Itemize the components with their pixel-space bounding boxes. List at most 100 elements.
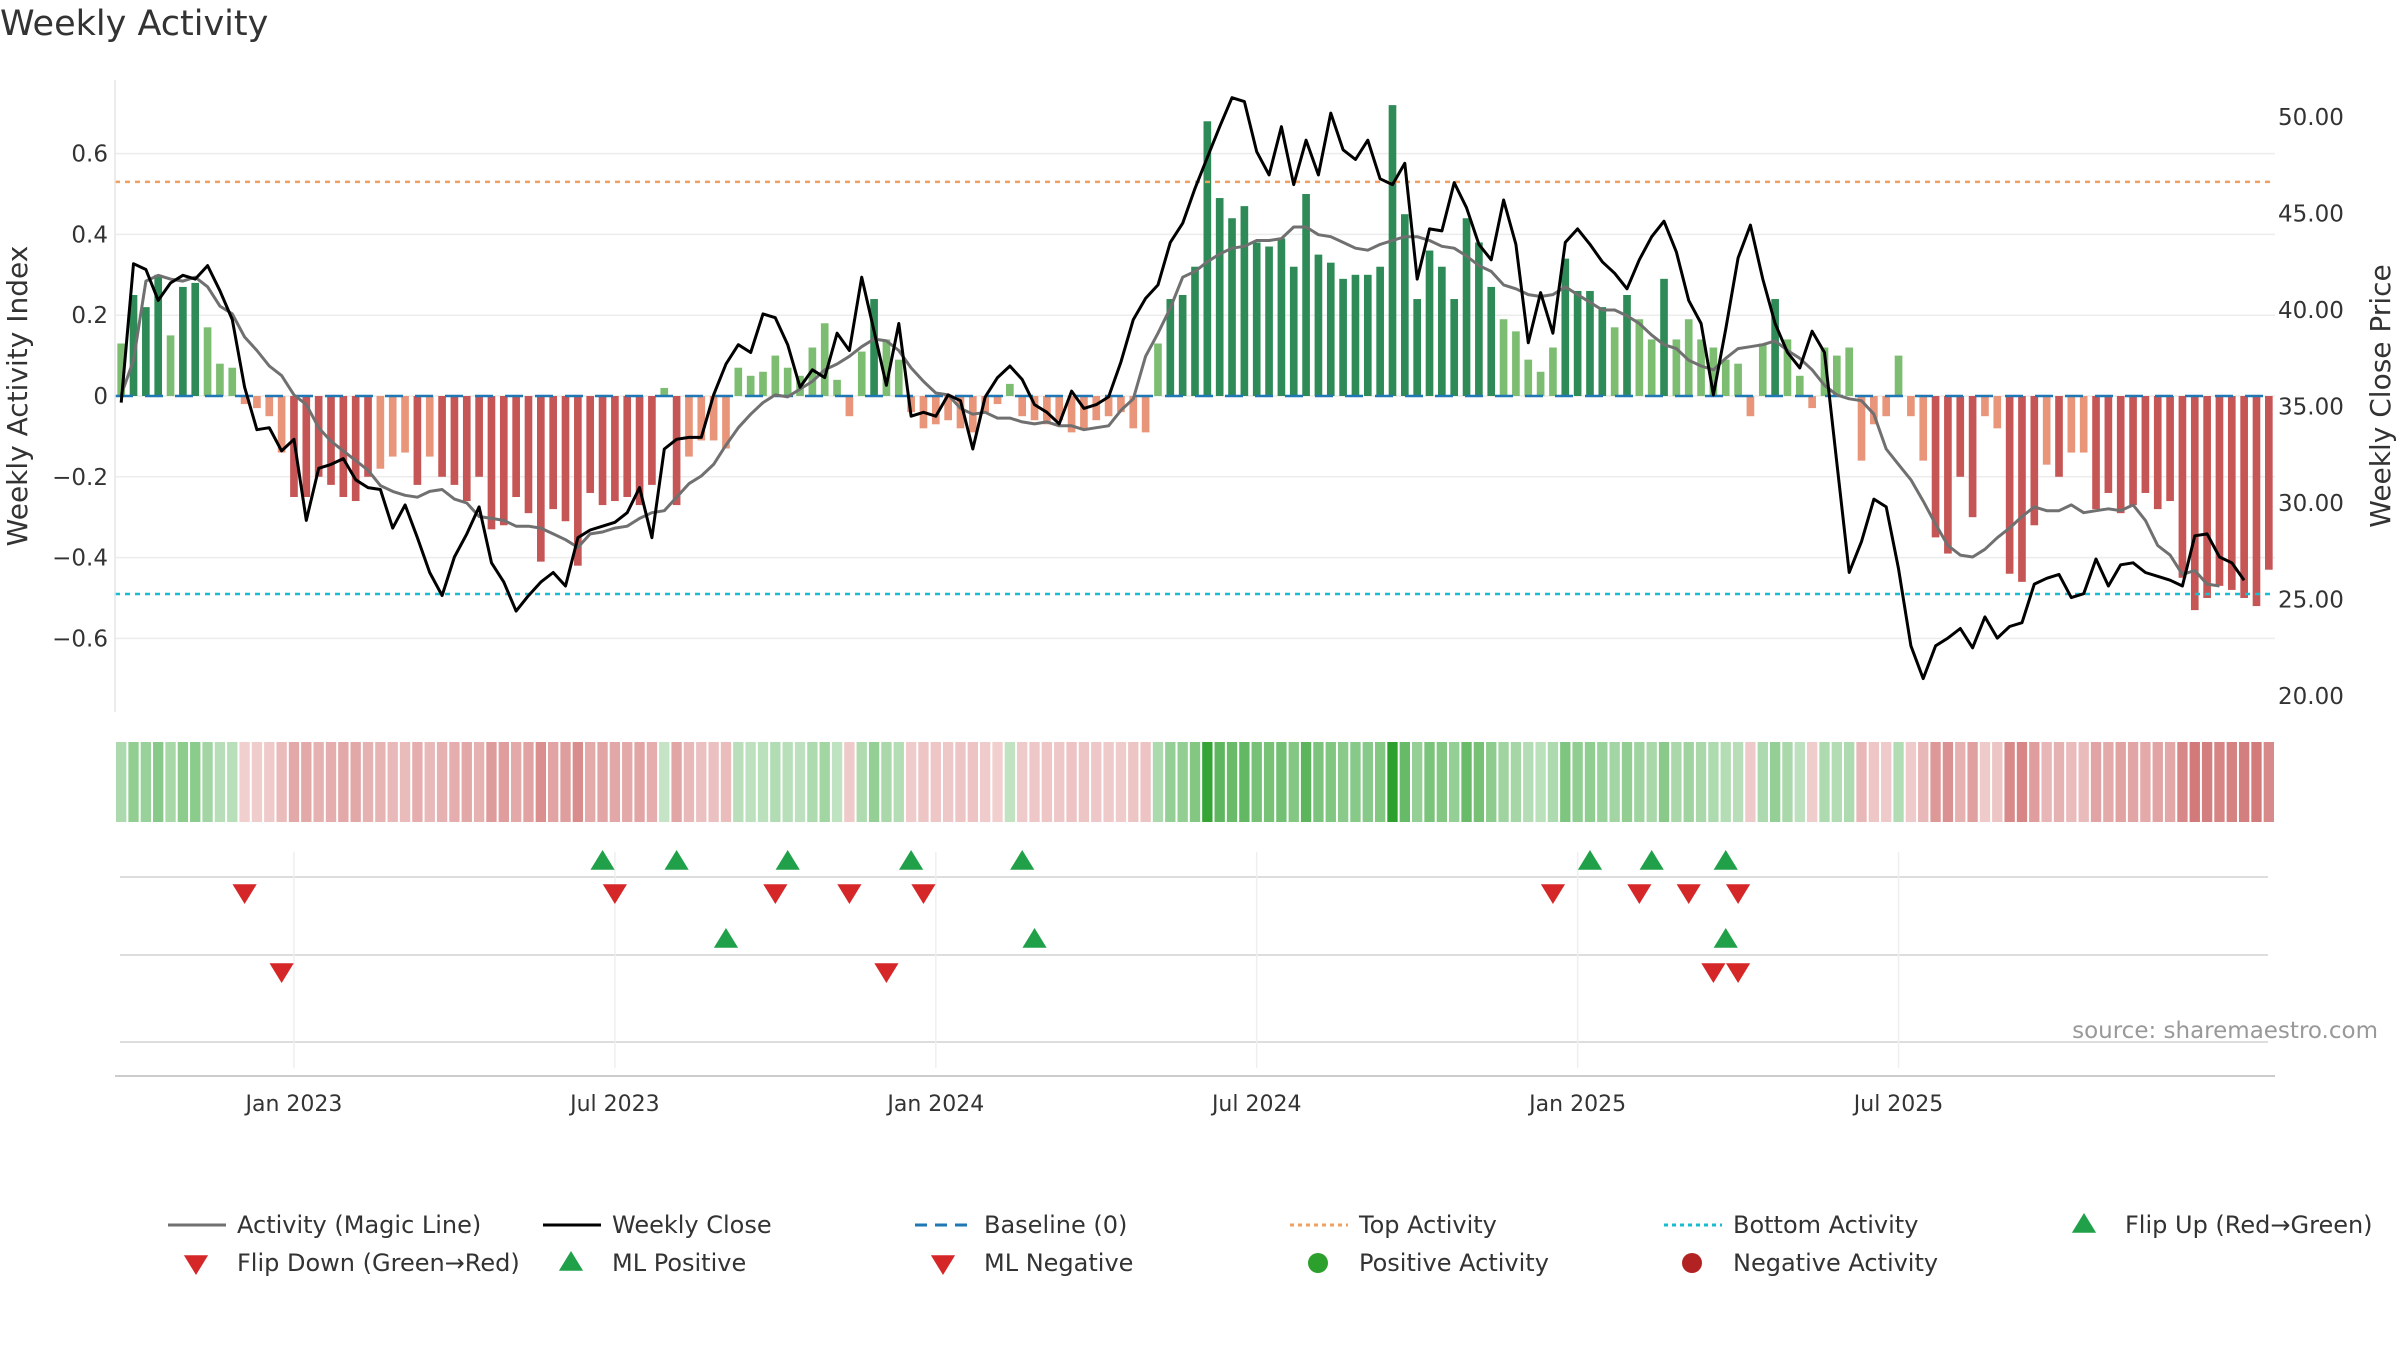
legend-item: ML Positive [558, 1249, 746, 1277]
activity-bar [1240, 206, 1249, 396]
y2-tick-label: 35.00 [2278, 395, 2344, 421]
heat-cell [1881, 742, 1892, 822]
heat-cell [1930, 742, 1941, 822]
activity-bar [1993, 396, 2002, 429]
heat-cell [1288, 742, 1299, 822]
heat-cell [1621, 742, 1633, 822]
activity-bar [1746, 396, 1755, 417]
heat-cell [2041, 742, 2052, 822]
heat-cell [1103, 742, 1114, 822]
activity-bar [216, 363, 224, 396]
heat-cell [659, 742, 670, 822]
activity-bar [956, 396, 965, 429]
activity-bar [1598, 307, 1607, 396]
heat-cell [1300, 742, 1312, 822]
flip-up-marker [1639, 850, 1664, 870]
activity-bar [870, 299, 878, 396]
heat-cell [1806, 742, 1818, 822]
activity-bar [1252, 242, 1261, 396]
y2-tick-label: 40.00 [2278, 298, 2344, 324]
heat-cell [597, 742, 608, 822]
y-tick-label: −0.6 [52, 626, 108, 652]
weekly-close-line [119, 96, 2246, 681]
activity-bar [1401, 214, 1409, 396]
legend-label: Flip Down (Green→Red) [237, 1249, 520, 1277]
activity-bar [1314, 254, 1323, 396]
y2-tick-label: 45.00 [2278, 202, 2344, 228]
activity-bar [1067, 396, 1076, 433]
legend-label: ML Positive [612, 1249, 746, 1277]
heat-cell [1449, 742, 1460, 822]
activity-bar [1660, 278, 1668, 396]
heat-cell [2066, 742, 2077, 822]
activity-bar [1734, 363, 1742, 396]
heat-cell [2078, 742, 2089, 822]
legend-item: Flip Down (Green→Red) [183, 1249, 520, 1277]
heat-cell [1214, 742, 1225, 822]
y2-axis-label: Weekly Close Price [2364, 264, 2397, 527]
activity-bar [1512, 331, 1520, 396]
activity-bar [537, 396, 545, 562]
activity-bar [1857, 396, 1866, 461]
heat-cell [548, 742, 559, 822]
heat-cell [535, 742, 546, 822]
activity-bar [1956, 396, 1965, 477]
heat-cell [498, 742, 509, 822]
heat-cell [1757, 742, 1768, 822]
heat-cell [1461, 742, 1472, 822]
heat-cell [1955, 742, 1966, 822]
heat-cell [1091, 742, 1102, 822]
activity-bar [462, 396, 471, 502]
heat-cell [1251, 742, 1262, 822]
activity-bar [2018, 396, 2026, 582]
heat-cell [1695, 742, 1707, 822]
heat-cell [1374, 742, 1386, 822]
activity-bar [1117, 396, 1125, 413]
activity-bar [1462, 218, 1471, 396]
flip-up-marker [899, 850, 924, 870]
ml-negative-marker [1701, 963, 1726, 983]
x-tick-label: Jan 2025 [1527, 1092, 1626, 1117]
activity-bar [2227, 396, 2236, 590]
heat-cell [1017, 742, 1028, 822]
activity-bar [179, 286, 187, 396]
activity-bar [1672, 339, 1681, 396]
heat-cell [1819, 742, 1830, 822]
legend-item: Baseline (0) [915, 1211, 1127, 1239]
activity-bar [2265, 396, 2273, 570]
heat-cell [2103, 742, 2114, 822]
heat-cell [1560, 742, 1571, 822]
activity-bar [746, 375, 755, 396]
activity-bar [944, 396, 952, 421]
heat-cell [881, 742, 892, 822]
activity-bar [1549, 347, 1557, 396]
activity-bar [351, 396, 360, 502]
heat-cell [1387, 742, 1398, 822]
heat-cell [486, 742, 497, 822]
activity-bar [228, 367, 237, 396]
legend-item: Positive Activity [1308, 1249, 1549, 1277]
legend-item: ML Negative [930, 1249, 1133, 1277]
activity-bar [1536, 371, 1545, 396]
legend-label: Activity (Magic Line) [237, 1211, 481, 1239]
activity-bar [1870, 396, 1878, 425]
activity-bar [1413, 299, 1421, 396]
heat-cell [1399, 742, 1410, 822]
activity-bar [759, 371, 767, 396]
heat-cell [1708, 742, 1719, 822]
activity-bar [561, 396, 570, 522]
activity-bar [1289, 266, 1298, 396]
activity-bar [1178, 295, 1187, 396]
activity-bar [302, 396, 311, 497]
activity-bar [635, 396, 644, 506]
heat-cell [436, 742, 448, 822]
activity-bar [1487, 286, 1496, 396]
activity-bar [1845, 347, 1853, 396]
activity-bar [1376, 266, 1384, 396]
activity-bar [1475, 242, 1483, 396]
y-tick-label: 0.6 [71, 142, 108, 168]
activity-bar [1647, 339, 1656, 396]
activity-bar [574, 396, 582, 566]
activity-bar [857, 351, 866, 396]
heat-cell [412, 742, 423, 822]
